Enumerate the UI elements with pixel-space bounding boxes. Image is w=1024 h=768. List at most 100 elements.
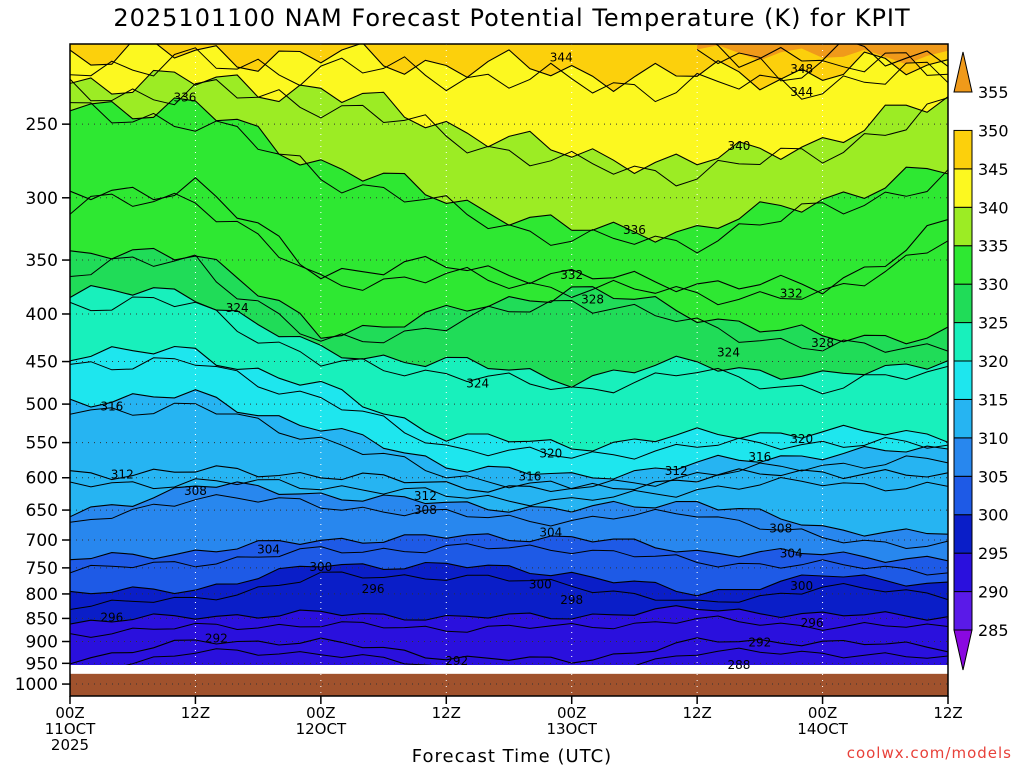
contour-label-336: 336 bbox=[174, 90, 197, 104]
colorbar-label-290: 290 bbox=[978, 583, 1009, 602]
isentrope-316 bbox=[70, 389, 948, 480]
x-tick-label-0-2: 2025 bbox=[51, 736, 89, 754]
contour-label-316: 316 bbox=[100, 400, 123, 414]
colorbar-label-355: 355 bbox=[978, 83, 1009, 102]
y-tick-label-550: 550 bbox=[26, 434, 58, 454]
y-tick-label-400: 400 bbox=[26, 305, 58, 325]
contour-label-304: 304 bbox=[780, 547, 803, 561]
colorbar-label-330: 330 bbox=[978, 275, 1009, 294]
isentrope-300 bbox=[70, 561, 948, 597]
contour-label-304: 304 bbox=[539, 525, 562, 539]
contour-label-300: 300 bbox=[309, 560, 332, 574]
contour-label-308: 308 bbox=[414, 503, 437, 517]
x-tick-label-48-1: 13OCT bbox=[546, 720, 597, 738]
colorbar-swatch-335 bbox=[953, 206, 973, 247]
y-tick-label-700: 700 bbox=[26, 531, 58, 551]
x-tick-label-24-0: 00Z bbox=[306, 704, 335, 722]
contour-label-296: 296 bbox=[801, 616, 824, 630]
y-tick-label-450: 450 bbox=[26, 353, 58, 373]
contour-label-298: 298 bbox=[560, 593, 583, 607]
contour-label-288: 288 bbox=[727, 658, 750, 672]
x-tick-label-36-0: 12Z bbox=[432, 704, 461, 722]
contour-label-336: 336 bbox=[623, 223, 646, 237]
colorbar-swatch-305 bbox=[953, 437, 973, 477]
band-340 bbox=[70, 44, 948, 174]
contour-label-324: 324 bbox=[226, 301, 249, 315]
contour-label-340: 340 bbox=[727, 139, 750, 153]
isentrope-294 bbox=[125, 647, 948, 665]
contour-label-344: 344 bbox=[550, 51, 573, 65]
isentrope-334 bbox=[70, 192, 948, 306]
colorbar-label-310: 310 bbox=[978, 429, 1009, 448]
isentrope-298 bbox=[70, 615, 948, 638]
contour-label-320: 320 bbox=[790, 432, 813, 446]
colorbar: 285 290 295 300 305 310 315 320 325 330 335 340 345 3… bbox=[953, 51, 1009, 671]
isentrope-310 bbox=[70, 494, 948, 550]
isentrope-340 bbox=[70, 69, 948, 175]
colorbar-label-350: 350 bbox=[978, 121, 1009, 140]
contour-label-296: 296 bbox=[362, 582, 385, 596]
isentrope-308 bbox=[70, 481, 948, 537]
x-tick-label-0-1: 11OCT bbox=[45, 720, 96, 738]
isentrope-314 bbox=[70, 476, 948, 507]
contour-label-320: 320 bbox=[539, 446, 562, 460]
grid-lines bbox=[70, 44, 948, 696]
isentrope-318 bbox=[70, 402, 948, 490]
x-tick-label-0-0: 00Z bbox=[55, 704, 84, 722]
contour-label-348: 348 bbox=[790, 62, 813, 76]
isentrope-344 bbox=[70, 44, 948, 93]
y-tick-label-850: 850 bbox=[26, 609, 58, 629]
x-tick-label-24-1: 12OCT bbox=[296, 720, 347, 738]
contour-label-300: 300 bbox=[790, 579, 813, 593]
isentrope-312 bbox=[70, 465, 948, 493]
contour-label-328: 328 bbox=[581, 293, 604, 307]
contour-label-292: 292 bbox=[205, 631, 228, 645]
colorbar-label-315: 315 bbox=[978, 390, 1009, 409]
contour-label-316: 316 bbox=[518, 469, 541, 483]
contour-label-328: 328 bbox=[811, 336, 834, 350]
isentrope-346 bbox=[70, 47, 948, 103]
band-348 bbox=[697, 44, 948, 65]
colorbar-swatch-290 bbox=[953, 552, 973, 593]
contour-label-300: 300 bbox=[529, 578, 552, 592]
isentrope-322 bbox=[70, 357, 948, 460]
isentrope-296 bbox=[70, 605, 948, 625]
ground-fill bbox=[70, 673, 948, 696]
x-tick-label-72-1: 14OCT bbox=[797, 720, 848, 738]
contour-label-344: 344 bbox=[790, 85, 813, 99]
y-axis: 250 300 350 400 450 500 550 600 650 700 750 800 850 9… bbox=[15, 115, 70, 695]
colorbar-label-300: 300 bbox=[978, 506, 1009, 525]
contour-label-312: 312 bbox=[414, 489, 437, 503]
colorbar-label-305: 305 bbox=[978, 467, 1009, 486]
contour-label-312: 312 bbox=[665, 464, 688, 478]
colorbar-swatch-330 bbox=[953, 245, 973, 285]
colorbar-label-325: 325 bbox=[978, 314, 1009, 333]
isentrope-306 bbox=[70, 543, 948, 576]
isentrope-304 bbox=[70, 533, 948, 563]
contour-label-312: 312 bbox=[111, 467, 134, 481]
colorbar-swatch-345 bbox=[953, 129, 973, 170]
x-tick-label-12-0: 12Z bbox=[181, 704, 210, 722]
isentrope-328 bbox=[70, 247, 948, 345]
isentrope-350 bbox=[696, 49, 948, 82]
colorbar-label-340: 340 bbox=[978, 198, 1009, 217]
isentrope-contours bbox=[70, 44, 948, 665]
contour-label-292: 292 bbox=[748, 635, 771, 649]
x-tick-label-72-0: 00Z bbox=[808, 704, 837, 722]
contour-label-332: 332 bbox=[780, 286, 803, 300]
isentrope-292 bbox=[70, 637, 948, 665]
isentrope-326 bbox=[70, 296, 948, 395]
contour-label-304: 304 bbox=[257, 543, 280, 557]
isentrope-320 bbox=[70, 345, 948, 452]
x-tick-label-84-0: 12Z bbox=[933, 704, 962, 722]
isentrope-330 bbox=[70, 254, 948, 353]
contour-label-308: 308 bbox=[769, 521, 792, 535]
isentrope-332 bbox=[70, 176, 948, 295]
y-tick-label-250: 250 bbox=[26, 115, 58, 135]
credit-link[interactable]: coolwx.com/models bbox=[846, 744, 1012, 762]
colorbar-label-345: 345 bbox=[978, 160, 1009, 179]
plot-frame bbox=[69, 43, 949, 697]
y-tick-label-900: 900 bbox=[26, 633, 58, 653]
